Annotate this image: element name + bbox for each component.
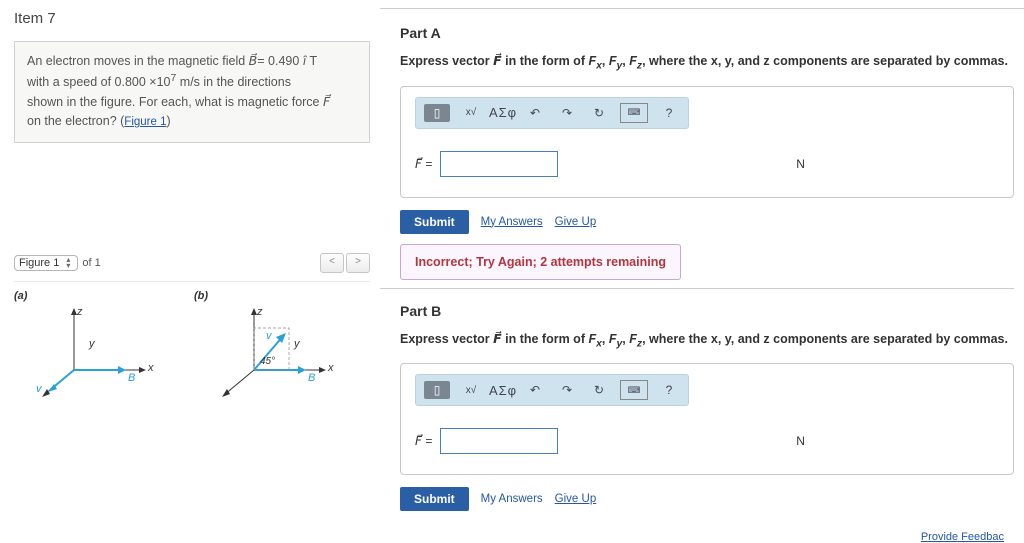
figure-count: of 1 <box>82 257 100 269</box>
part-a-submit-button[interactable]: Submit <box>400 210 469 234</box>
next-figure-button[interactable]: > <box>346 253 370 273</box>
part-a-title: Part A <box>400 25 1014 41</box>
redo-icon[interactable]: ↷ <box>556 381 578 399</box>
equation-toolbar-b: ▯ x√ ΑΣφ ↶ ↷ ↻ ⌨ ? <box>415 374 689 406</box>
reset-icon[interactable]: ↻ <box>588 104 610 122</box>
part-a-feedback: Incorrect; Try Again; 2 attempts remaini… <box>400 244 681 280</box>
item-title: Item 7 <box>14 10 370 27</box>
part-b-title: Part B <box>400 303 1014 319</box>
prompt-text: An electron moves in the magnetic field <box>27 54 249 68</box>
keyboard-icon[interactable]: ⌨ <box>620 380 648 400</box>
fraction-icon[interactable]: x√ <box>460 104 482 122</box>
unit-label: N <box>796 157 805 171</box>
part-a: Part A Express vector F⃗ in the form of … <box>380 9 1014 289</box>
provide-feedback-link[interactable]: Provide Feedbac <box>921 531 1004 543</box>
part-b-instruction: Express vector F⃗ in the form of Fx, Fy,… <box>400 331 1014 350</box>
part-b-myanswers-link[interactable]: My Answers <box>481 493 543 505</box>
reset-icon[interactable]: ↻ <box>588 381 610 399</box>
part-a-instruction: Express vector F⃗ in the form of Fx, Fy,… <box>400 53 1014 72</box>
part-b-work-area: ▯ x√ ΑΣφ ↶ ↷ ↻ ⌨ ? F⃗ = N <box>400 363 1014 475</box>
greek-icon[interactable]: ΑΣφ <box>492 104 514 122</box>
figure-a: (a) z y x B v <box>14 290 164 410</box>
part-b-giveup-link[interactable]: Give Up <box>555 493 597 505</box>
question-prompt: An electron moves in the magnetic field … <box>14 41 370 143</box>
part-b: Part B Express vector F⃗ in the form of … <box>380 289 1014 526</box>
prev-figure-button[interactable]: < <box>320 253 344 273</box>
variable-label: F⃗ = <box>415 434 432 448</box>
part-a-giveup-link[interactable]: Give Up <box>555 216 597 228</box>
unit-label: N <box>796 434 805 448</box>
redo-icon[interactable]: ↷ <box>556 104 578 122</box>
figure-selector[interactable]: Figure 1 ▴▾ <box>14 255 78 271</box>
part-b-answer-input[interactable] <box>440 428 558 454</box>
variable-label: F⃗ = <box>415 157 432 171</box>
part-a-answer-input[interactable] <box>440 151 558 177</box>
keyboard-icon[interactable]: ⌨ <box>620 103 648 123</box>
fraction-icon[interactable]: x√ <box>460 381 482 399</box>
template-icon[interactable]: ▯ <box>424 381 450 399</box>
equation-toolbar: ▯ x√ ΑΣφ ↶ ↷ ↻ ⌨ ? <box>415 97 689 129</box>
figure-panel: (a) z y x B v (b) <box>14 281 370 410</box>
figure-link[interactable]: Figure 1 <box>124 116 166 128</box>
help-icon[interactable]: ? <box>658 381 680 399</box>
undo-icon[interactable]: ↶ <box>524 381 546 399</box>
part-a-myanswers-link[interactable]: My Answers <box>481 216 543 228</box>
figure-b: (b) z y x B v 45° <box>194 290 344 410</box>
updown-icon: ▴▾ <box>63 257 73 269</box>
greek-icon[interactable]: ΑΣφ <box>492 381 514 399</box>
undo-icon[interactable]: ↶ <box>524 104 546 122</box>
part-a-work-area: ▯ x√ ΑΣφ ↶ ↷ ↻ ⌨ ? F⃗ = N <box>400 86 1014 198</box>
help-icon[interactable]: ? <box>658 104 680 122</box>
part-b-submit-button[interactable]: Submit <box>400 487 469 511</box>
template-icon[interactable]: ▯ <box>424 104 450 122</box>
